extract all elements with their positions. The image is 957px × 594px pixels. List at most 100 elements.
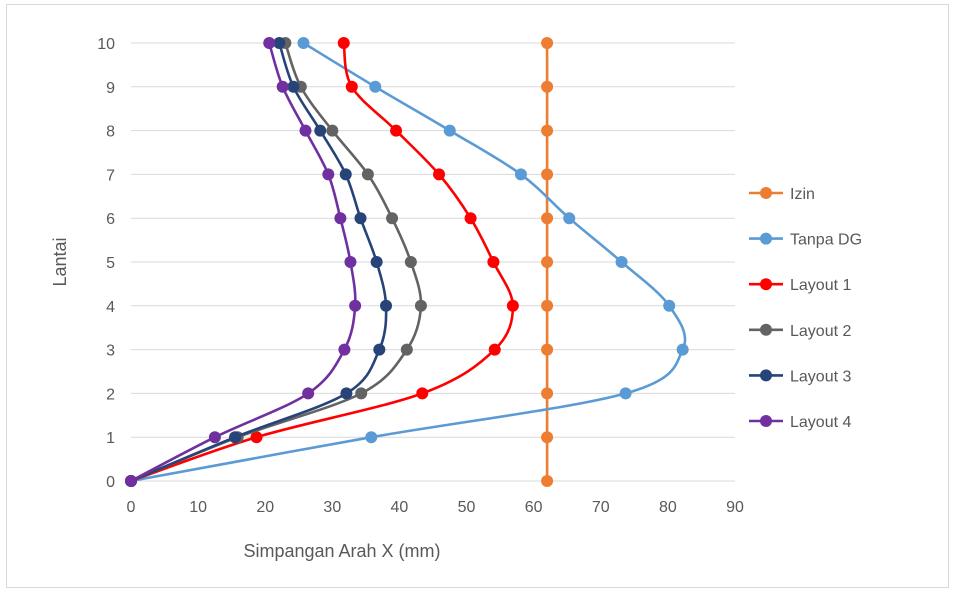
data-point	[487, 256, 500, 268]
data-point	[337, 37, 350, 49]
series-line	[130, 42, 423, 483]
data-point	[299, 124, 312, 137]
data-point	[541, 124, 554, 137]
legend-label: Layout 4	[790, 414, 851, 431]
y-axis-title: Lantai	[50, 237, 70, 286]
x-axis-title: Simpangan Arah X (mm)	[243, 541, 440, 561]
x-tick-label: 30	[323, 499, 341, 516]
data-point	[541, 431, 554, 444]
y-tick-label: 6	[106, 211, 115, 228]
data-point	[400, 343, 413, 356]
data-point	[339, 168, 352, 181]
data-point	[619, 387, 632, 400]
data-point	[541, 212, 554, 225]
legend-item: Layout 1	[749, 277, 851, 294]
x-tick-label: 90	[726, 499, 744, 516]
legend-marker	[760, 415, 772, 427]
series-line	[130, 42, 388, 483]
data-point	[414, 299, 427, 312]
data-point	[361, 168, 374, 181]
y-tick-label: 0	[106, 474, 115, 491]
series-izin	[541, 37, 554, 487]
data-point	[297, 37, 310, 49]
data-point	[514, 168, 527, 181]
y-tick-label: 7	[106, 167, 115, 184]
data-point	[354, 212, 367, 225]
legend-label: Layout 2	[790, 323, 851, 340]
data-point	[541, 80, 554, 93]
data-point	[506, 299, 519, 312]
data-point	[464, 212, 477, 225]
legend-marker	[760, 323, 772, 336]
legend-item: Layout 3	[749, 368, 851, 385]
data-point	[349, 299, 362, 312]
data-point	[563, 212, 576, 225]
legend: Izin Tanpa DG Layout 1 Layout 2 Layout 3 Layo…	[749, 186, 862, 431]
chart-canvas: 0 1 2 3 4 5 6 7 8 9 10 0 10 20 30 40 50 60 70 80 90 Simpang…	[50, 36, 862, 561]
data-point	[314, 124, 327, 137]
legend-item: Izin	[749, 186, 815, 203]
data-point	[344, 256, 357, 268]
data-point	[541, 343, 554, 356]
y-tick-label: 2	[106, 386, 115, 403]
data-point	[125, 475, 137, 487]
y-tick-label: 8	[106, 124, 115, 141]
data-point	[373, 343, 386, 356]
data-point	[250, 431, 263, 444]
legend-item: Layout 4	[749, 414, 851, 431]
x-tick-label: 70	[592, 499, 610, 516]
series-lines	[125, 37, 689, 487]
x-tick-label: 10	[189, 499, 207, 516]
x-tick-label: 0	[127, 499, 136, 516]
y-tick-label: 9	[106, 80, 115, 97]
legend-item: Layout 2	[749, 323, 851, 340]
data-point	[541, 299, 554, 312]
data-point	[322, 168, 335, 181]
x-tick-label: 20	[256, 499, 274, 516]
y-tick-label: 4	[106, 299, 115, 316]
data-point	[355, 387, 368, 400]
data-point	[326, 124, 339, 137]
series-line	[130, 42, 357, 483]
data-point	[365, 431, 378, 444]
data-point	[541, 387, 554, 400]
x-tick-labels: 0 10 20 30 40 50 60 70 80 90	[127, 499, 744, 516]
data-point	[541, 168, 554, 181]
data-point	[287, 80, 300, 93]
legend-label: Izin	[790, 186, 815, 203]
chart-frame: 0 1 2 3 4 5 6 7 8 9 10 0 10 20 30 40 50 60 70 80 90 Simpang…	[6, 4, 949, 588]
gridlines	[131, 42, 735, 482]
y-tick-label: 5	[106, 255, 115, 272]
data-point	[541, 475, 554, 487]
series-tanpa-dg	[125, 37, 689, 487]
y-tick-label: 3	[106, 343, 115, 360]
data-point	[380, 299, 393, 312]
series-layout-4	[125, 37, 362, 487]
legend-label: Layout 3	[790, 368, 851, 385]
data-point	[615, 256, 628, 268]
series-layout-3	[125, 37, 393, 487]
data-point	[208, 431, 221, 444]
data-point	[663, 299, 676, 312]
data-point	[370, 256, 383, 268]
data-point	[404, 256, 417, 268]
data-point	[229, 431, 242, 444]
legend-label: Layout 1	[790, 277, 851, 294]
data-point	[338, 343, 351, 356]
data-point	[541, 256, 554, 268]
data-point	[369, 80, 382, 93]
data-point	[390, 124, 403, 137]
data-point	[276, 80, 289, 93]
series-line	[130, 41, 687, 483]
legend-marker	[760, 232, 772, 245]
legend-item: Tanpa DG	[749, 232, 862, 249]
legend-marker	[760, 187, 772, 199]
x-tick-label: 60	[525, 499, 543, 516]
legend-label: Tanpa DG	[790, 232, 862, 249]
series-layout-1	[125, 37, 519, 487]
data-point	[541, 37, 554, 49]
data-point	[443, 124, 456, 137]
x-tick-label: 50	[458, 499, 476, 516]
data-point	[386, 212, 399, 225]
x-tick-label: 40	[391, 499, 409, 516]
